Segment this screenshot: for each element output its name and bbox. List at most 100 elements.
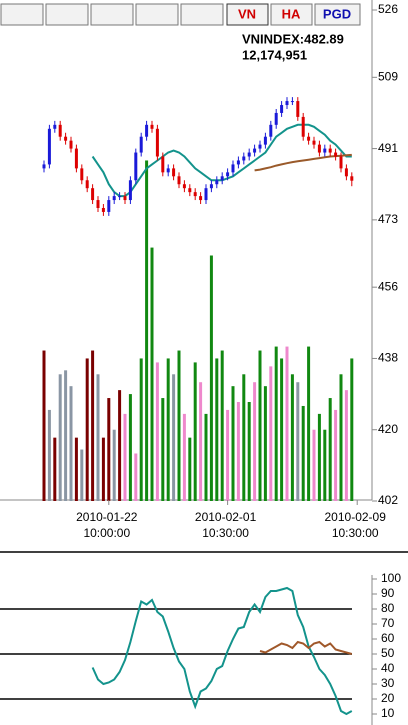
volume-bar bbox=[47, 409, 51, 501]
y-tick-label: 509 bbox=[378, 69, 398, 83]
y-tick-label: 402 bbox=[378, 493, 398, 507]
candle-body bbox=[226, 172, 230, 177]
x-tick-label: 10:30:00 bbox=[332, 526, 379, 540]
button[interactable] bbox=[45, 3, 89, 26]
candle-body bbox=[220, 176, 224, 181]
candle-body bbox=[74, 148, 78, 169]
candle-body bbox=[118, 196, 122, 198]
y-tick-label: 491 bbox=[378, 141, 398, 155]
volume-bar bbox=[123, 413, 127, 501]
candle-body bbox=[236, 160, 240, 165]
button[interactable] bbox=[90, 3, 134, 26]
volume-bar bbox=[231, 386, 235, 501]
button[interactable] bbox=[180, 3, 224, 26]
volume-bar bbox=[242, 374, 246, 501]
volume-bar bbox=[91, 350, 95, 501]
volume-bar bbox=[247, 402, 251, 501]
y-tick-label: 10 bbox=[381, 706, 395, 720]
candle-body bbox=[290, 101, 294, 103]
volume-bar bbox=[139, 358, 143, 501]
candle-body bbox=[177, 176, 181, 185]
button-pgd[interactable] bbox=[314, 3, 361, 26]
y-tick-label: 40 bbox=[381, 661, 395, 675]
candle-body bbox=[69, 140, 73, 149]
moving-average bbox=[254, 153, 352, 172]
y-tick-label: 20 bbox=[381, 691, 395, 705]
candle-body bbox=[112, 196, 116, 201]
candle-body bbox=[53, 124, 57, 129]
volume-bar bbox=[339, 374, 343, 501]
volume-bar bbox=[274, 346, 278, 501]
candle-body bbox=[58, 124, 62, 137]
y-tick-label: 100 bbox=[381, 571, 401, 585]
candle-body bbox=[128, 180, 132, 201]
volume-bar bbox=[155, 362, 159, 501]
volume-bar bbox=[220, 350, 224, 501]
y-tick-label: 438 bbox=[378, 351, 398, 365]
volume-bar bbox=[118, 390, 122, 501]
candle-body bbox=[150, 124, 154, 129]
candle-body bbox=[85, 180, 89, 189]
candle-body bbox=[274, 112, 278, 125]
candle-body bbox=[231, 164, 235, 173]
volume-bar bbox=[344, 390, 348, 501]
volume-bar bbox=[188, 437, 192, 501]
volume-bar bbox=[177, 350, 181, 501]
volume-bar bbox=[172, 374, 176, 501]
button[interactable] bbox=[0, 3, 44, 26]
candle-body bbox=[317, 144, 321, 153]
candle-body bbox=[80, 168, 84, 181]
candle-body bbox=[242, 156, 246, 161]
oscillator-line bbox=[259, 640, 353, 655]
volume-bar bbox=[307, 346, 311, 501]
volume-bar bbox=[285, 346, 289, 501]
volume-bar bbox=[226, 409, 230, 501]
candle-body bbox=[42, 164, 46, 169]
volume-bar bbox=[312, 429, 316, 501]
y-tick-label: 60 bbox=[381, 631, 395, 645]
button-label[interactable]: PGD bbox=[323, 6, 351, 21]
candle-body bbox=[155, 128, 159, 157]
volume-bar bbox=[161, 398, 165, 501]
y-tick-label: 526 bbox=[378, 2, 398, 16]
candle-body bbox=[199, 196, 203, 201]
button-vn[interactable] bbox=[226, 3, 269, 26]
button-label[interactable]: VN bbox=[238, 6, 256, 21]
candle-body bbox=[247, 152, 251, 157]
button[interactable] bbox=[135, 3, 179, 26]
volume-bar bbox=[236, 402, 240, 501]
candle-body bbox=[312, 140, 316, 145]
volume-bar bbox=[166, 358, 170, 501]
button-label[interactable]: HA bbox=[282, 6, 301, 21]
candle-body bbox=[91, 188, 95, 201]
volume-bar bbox=[290, 374, 294, 501]
candle-body bbox=[47, 128, 51, 165]
x-tick-label: 2010-01-22 bbox=[76, 510, 138, 524]
volume-bar bbox=[263, 386, 267, 501]
candle-body bbox=[107, 200, 111, 212]
candle-body bbox=[96, 200, 100, 208]
volume-bar bbox=[269, 366, 273, 501]
volume-bar bbox=[258, 350, 262, 501]
oscillator-line bbox=[91, 586, 353, 716]
candle-body bbox=[334, 152, 338, 157]
volume-bar bbox=[150, 247, 154, 501]
volume-bar bbox=[328, 398, 332, 501]
candle-body bbox=[204, 188, 208, 201]
volume-bar bbox=[74, 437, 78, 501]
volume-bar bbox=[350, 358, 354, 501]
candle-body bbox=[134, 152, 138, 181]
candle-body bbox=[285, 101, 289, 106]
button-ha[interactable] bbox=[270, 3, 313, 26]
volume-bar bbox=[107, 398, 111, 501]
volume-bar bbox=[253, 382, 257, 501]
volume-bar bbox=[42, 350, 46, 501]
candle-body bbox=[258, 144, 262, 149]
x-tick-label: 2010-02-01 bbox=[195, 510, 257, 524]
y-tick-label: 80 bbox=[381, 601, 395, 615]
volume-bar bbox=[296, 382, 300, 501]
volume-bar bbox=[64, 370, 68, 501]
y-tick-label: 473 bbox=[378, 212, 398, 226]
candle-body bbox=[139, 136, 143, 153]
candle-body bbox=[101, 207, 105, 212]
